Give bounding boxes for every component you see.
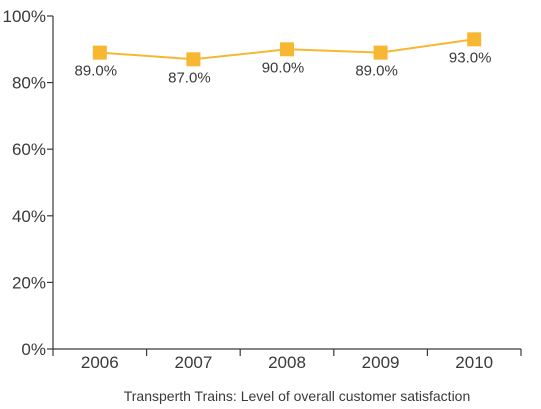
data-point-marker	[280, 42, 294, 57]
y-axis: 0% 20% 40% 60% 80% 100%	[3, 7, 53, 359]
x-tick-label: 2009	[362, 353, 400, 372]
data-label: 90.0%	[262, 59, 305, 76]
x-tick-label: 2006	[81, 353, 119, 372]
data-point-marker	[373, 45, 388, 60]
y-tick-label: 0%	[21, 340, 46, 359]
data-label: 93.0%	[449, 49, 492, 66]
data-labels: 89.0% 87.0% 90.0% 89.0% 93.0%	[75, 49, 492, 86]
data-label: 89.0%	[75, 63, 118, 80]
x-tick-label: 2008	[268, 353, 306, 372]
data-point-marker	[467, 32, 482, 47]
y-tick-label: 40%	[12, 207, 46, 226]
x-tick-label: 2010	[455, 353, 493, 372]
x-tick-label: 2007	[174, 353, 212, 372]
y-tick-label: 60%	[12, 140, 46, 159]
data-markers	[92, 32, 482, 67]
data-point-marker	[92, 45, 107, 60]
data-label: 89.0%	[355, 63, 398, 80]
y-tick-label: 100%	[3, 7, 46, 26]
y-tick-label: 20%	[12, 273, 46, 292]
data-point-marker	[186, 52, 201, 67]
chart-title: Transperth Trains: Level of overall cust…	[124, 388, 471, 404]
y-tick-label: 80%	[12, 74, 46, 93]
x-axis: 2006 2007 2008 2009 2010	[52, 349, 522, 372]
data-label: 87.0%	[168, 69, 211, 86]
